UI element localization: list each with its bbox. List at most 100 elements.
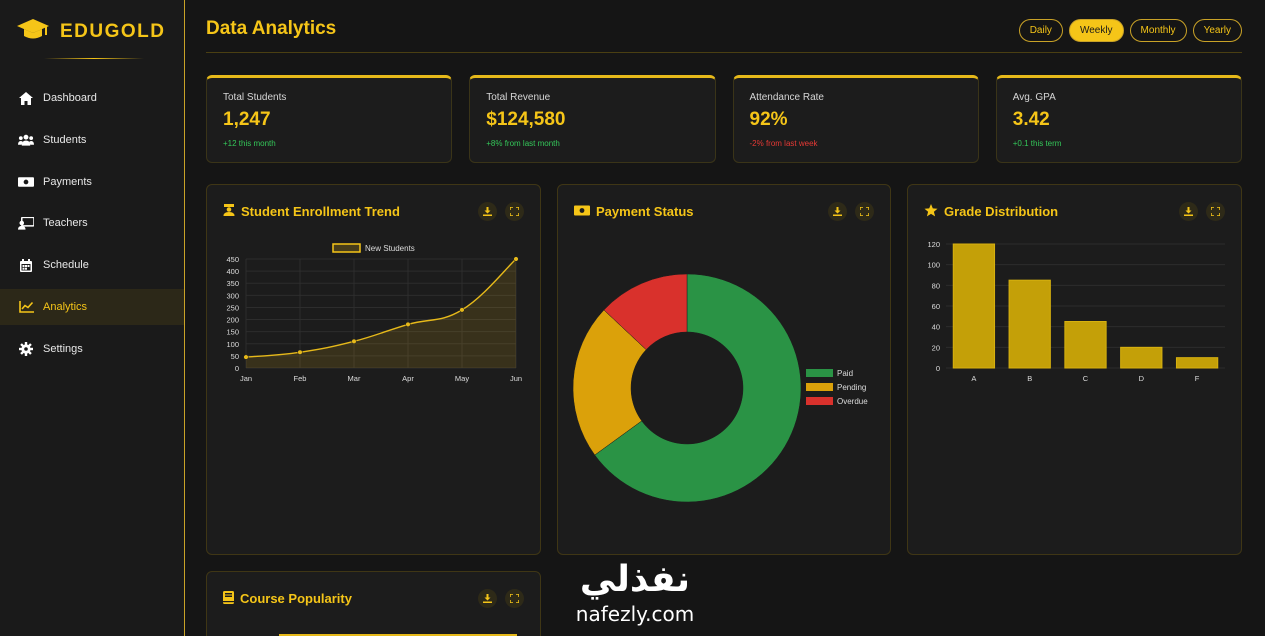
expand-button[interactable] [505,589,524,608]
topbar: Data Analytics Daily Weekly Monthly Year… [206,0,1242,53]
pie-slice [594,273,802,503]
course-chart-card: Course Popularity [206,571,541,636]
stat-value: 92% [749,109,788,130]
legend-swatch [806,369,833,377]
stat-label: Attendance Rate [749,92,825,103]
y-tick-label: 0 [235,364,239,373]
period-monthly-button[interactable]: Monthly [1129,18,1187,42]
bar [1175,357,1219,369]
grade-bar-chart: 0 20 40 60 80 100 120 A B C D F [927,240,1225,383]
y-tick-label: 100 [226,340,239,349]
period-weekly-button[interactable]: Weekly [1068,18,1124,42]
sidebar-item-schedule[interactable]: Schedule [0,247,184,283]
graduate-icon [223,204,235,219]
grade-chart-card: Grade Distribution 0 20 40 60 80 100 120 A B C D F [907,184,1242,555]
expand-button[interactable] [855,202,874,221]
y-tick-label: 250 [226,303,239,312]
sidebar-item-students[interactable]: Students [0,122,184,158]
expand-button[interactable] [505,202,524,221]
pie-slice [603,273,688,351]
y-tick-label: 20 [932,343,940,352]
brand[interactable]: EDUGOLD [0,0,184,46]
y-tick-label: 40 [932,323,940,332]
sidebar-item-teachers[interactable]: Teachers [0,205,184,241]
stats-row: Total Students 1,247 +12 this month Tota… [206,75,1242,163]
expand-icon [509,203,520,221]
card-title: Grade Distribution [924,203,1058,220]
x-tick-label: Jan [240,374,252,383]
stat-change: +12 this month [223,139,276,148]
x-tick-label: D [1139,374,1145,383]
legend-label: New Students [365,244,415,253]
sidebar-nav: Dashboard Students Payments Teachers Sch… [0,80,184,373]
card-title-text: Course Popularity [240,591,352,606]
y-tick-label: 0 [936,364,940,373]
bar [952,243,996,369]
payment-donut-chart: Paid Pending Overdue [572,273,868,503]
stat-value: $124,580 [486,109,566,130]
data-point [243,354,249,360]
download-icon [483,590,492,608]
x-tick-label: F [1195,374,1200,383]
sidebar-item-analytics[interactable]: Analytics [0,288,184,325]
stat-card-attendance-rate: Attendance Rate 92% -2% from last week [732,75,979,163]
period-yearly-button[interactable]: Yearly [1192,18,1242,42]
money-icon [18,174,34,190]
sidebar-item-settings[interactable]: Settings [0,331,184,367]
expand-button[interactable] [1206,202,1225,221]
y-tick-label: 200 [226,316,239,325]
period-selector: Daily Weekly Monthly Yearly [1018,11,1242,42]
course-chart-legend-swatch [279,634,517,636]
legend-swatch [332,243,361,253]
x-tick-label: Jun [510,374,522,383]
data-point [459,307,465,313]
series-area [246,259,516,368]
legend-label: Pending [837,383,866,392]
download-icon [483,203,492,221]
watermark: نفذلي nafezly.com [555,560,715,636]
x-tick-label: B [1027,374,1032,383]
stat-change: -2% from last week [749,139,818,148]
sidebar-item-label: Analytics [43,300,88,313]
bar [1064,321,1107,369]
download-icon [1184,203,1193,221]
sidebar-item-payments[interactable]: Payments [0,164,184,200]
period-daily-button[interactable]: Daily [1018,18,1063,42]
sidebar-item-label: Schedule [43,259,89,272]
main-content: Data Analytics Daily Weekly Monthly Year… [206,0,1242,163]
download-button[interactable] [828,202,847,221]
data-point [513,256,519,262]
bar [1120,346,1163,369]
sidebar-item-label: Teachers [43,217,88,230]
y-tick-label: 80 [932,281,940,290]
gear-icon [18,341,34,357]
download-button[interactable] [478,202,497,221]
brand-name: EDUGOLD [60,21,166,42]
page-title: Data Analytics [206,18,337,39]
expand-icon [1210,203,1221,221]
x-tick-label: Mar [348,374,361,383]
stat-card-total-students: Total Students 1,247 +12 this month [206,75,453,163]
y-tick-label: 60 [932,302,940,311]
card-title-text: Payment Status [596,204,694,219]
star-icon [924,203,938,220]
x-tick-label: A [971,374,976,383]
calendar-icon [18,257,34,273]
card-title: Student Enrollment Trend [223,204,400,219]
x-tick-label: May [455,374,469,383]
stat-label: Total Students [223,92,287,103]
stat-label: Avg. GPA [1012,92,1056,103]
enrollment-chart-card: Student Enrollment Trend New Students 0 50… [206,184,541,555]
brand-divider [44,58,144,59]
watermark-arabic: نفذلي [579,559,691,600]
series-line [245,258,517,358]
download-button[interactable] [478,589,497,608]
legend-label: Overdue [837,397,868,406]
download-button[interactable] [1179,202,1198,221]
legend-swatch [806,383,833,391]
y-tick-label: 400 [226,267,239,276]
users-icon [18,132,34,148]
sidebar-item-dashboard[interactable]: Dashboard [0,80,184,116]
card-title-text: Student Enrollment Trend [241,204,400,219]
sidebar: EDUGOLD Dashboard Students Payments Tea [0,0,185,636]
